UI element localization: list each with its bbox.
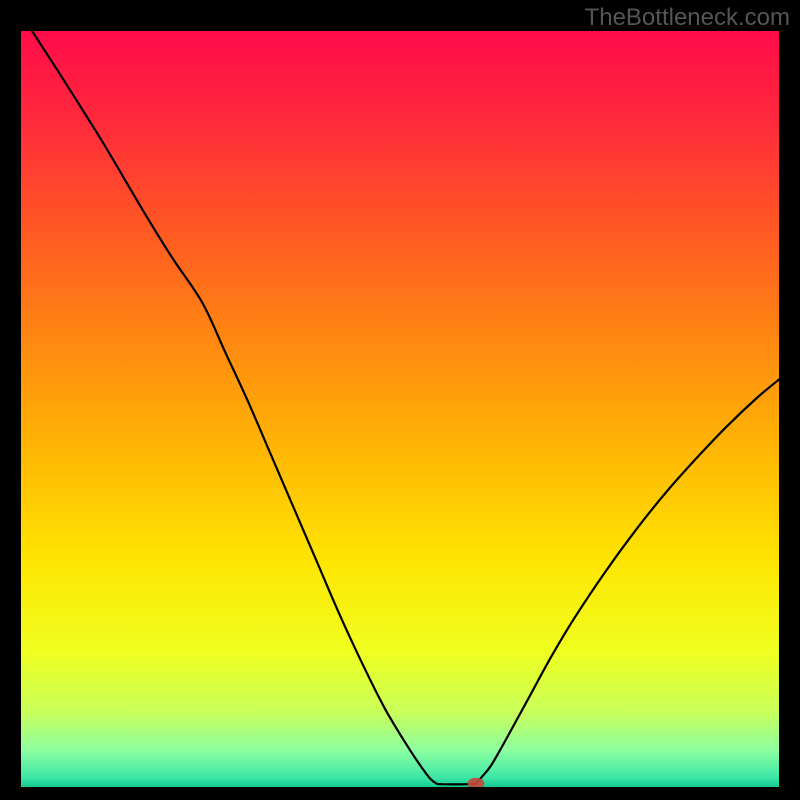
plot-background bbox=[20, 30, 780, 788]
watermark-text: TheBottleneck.com bbox=[585, 4, 790, 32]
chart-container: TheBottleneck.com bbox=[0, 0, 800, 800]
bottleneck-chart bbox=[0, 0, 800, 800]
